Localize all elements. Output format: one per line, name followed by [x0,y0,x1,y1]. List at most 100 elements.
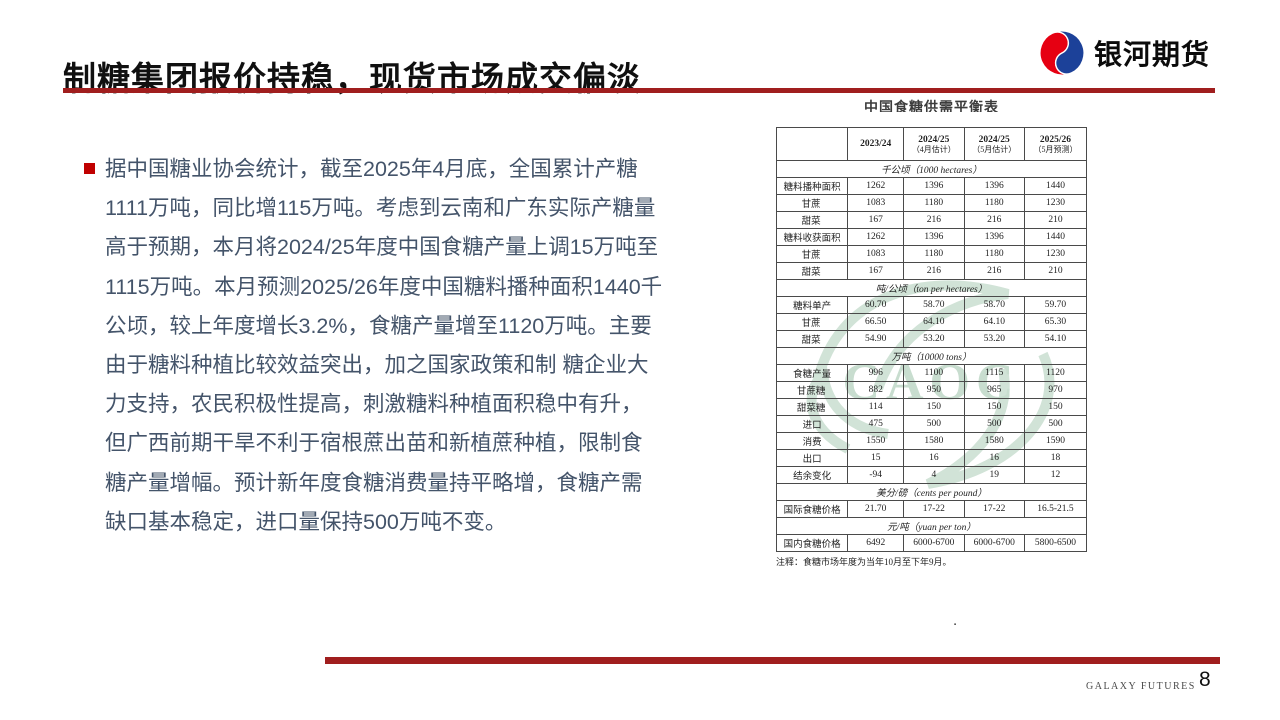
cell-value: 1230 [1023,194,1088,212]
table-section-row: 美分/磅（cents per pound） [776,483,1087,501]
table-column-header: 2025/26 （5月预测） [1023,127,1088,161]
row-label: 国际食糖价格 [775,500,849,518]
cell-value: 216 [903,211,965,229]
cell-value: 16.5-21.5 [1023,500,1088,518]
cell-value: 167 [847,262,905,280]
row-label: 甘蔗 [775,313,849,331]
section-label: 元/吨（yuan per ton） [776,517,1087,535]
cell-value: 54.10 [1023,330,1088,348]
cell-value: 114 [847,398,905,416]
table-row: 甘蔗 1083 1180 1180 1230 [775,245,1088,263]
body-line: 高于预期，本月将2024/25年度中国食糖产量上调15万吨至 [105,235,659,260]
cell-value: 17-22 [903,500,965,518]
row-label: 甘蔗糖 [775,381,849,399]
table-row: 国内食糖价格 6492 6000-6700 6000-6700 5800-6500 [775,534,1088,552]
table-row: 糖料单产 60.70 58.70 58.70 59.70 [775,296,1088,314]
table-row: 结余变化 -94 4 19 12 [775,466,1088,484]
cell-value: 1180 [903,194,965,212]
cell-value: 64.10 [903,313,965,331]
cell-value: 58.70 [963,296,1025,314]
row-label: 糖料播种面积 [775,177,849,195]
table-row: 甜菜 167 216 216 210 [775,262,1088,280]
table-title: 中国食糖供需平衡表 [864,101,999,112]
body-text: 据中国糖业协会统计，截至2025年4月底，全国累计产糖 1111万吨，同比增115… [105,150,734,542]
cell-value: 500 [963,415,1025,433]
table-row: 食糖产量 996 1100 1115 1120 [775,364,1088,382]
cell-value: 216 [963,211,1025,229]
row-label: 甜菜糖 [775,398,849,416]
section-label: 吨/公顷（ton per hectares） [776,279,1087,297]
bullet-square-icon [84,163,95,174]
cell-value: 6000-6700 [903,534,965,552]
cell-value: 19 [963,466,1025,484]
cell-value: 965 [963,381,1025,399]
body-line: 力支持，农民积极性提高，刺激糖料种植面积稳中有升， [105,392,643,417]
cell-value: 1230 [1023,245,1088,263]
table-row: 进口 475 500 500 500 [775,415,1088,433]
cell-value: 950 [903,381,965,399]
row-label: 结余变化 [775,466,849,484]
cell-value: 150 [1023,398,1088,416]
table-row: 糖料收获面积 1262 1396 1396 1440 [775,228,1088,246]
balance-table-panel: 中国食糖供需平衡表 CAOC 2023/24 2024/25 （4月估计） 2024/… [775,99,1088,568]
row-label: 食糖产量 [775,364,849,382]
cell-value: -94 [847,466,905,484]
cell-value: 1580 [903,432,965,450]
table-note: 注释：食糖市场年度为当年10月至下年9月。 [776,557,952,567]
body-line: 糖产量增幅。预计新年度食糖消费量持平略增，食糖产需 [105,470,643,495]
footer-divider [325,657,1220,664]
table-column-header: 2024/25 （4月估计） [903,127,965,161]
cell-value: 60.70 [847,296,905,314]
cell-value: 150 [963,398,1025,416]
table-row: 甘蔗糖 882 950 965 970 [775,381,1088,399]
cell-value: 12 [1023,466,1088,484]
cell-value: 882 [847,381,905,399]
cell-value: 1550 [847,432,905,450]
cell-value: 6000-6700 [963,534,1025,552]
row-label: 甜菜 [775,211,849,229]
row-label: 出口 [775,449,849,467]
table-row: 出口 15 16 16 18 [775,449,1088,467]
cell-value: 66.50 [847,313,905,331]
body-line: 由于糖料种植比较效益突出，加之国家政策和制 糖企业大 [105,353,649,378]
section-label: 万吨（10000 tons） [776,347,1087,365]
cell-value: 1120 [1023,364,1088,382]
footer-brand: GALAXY FUTURES [1086,681,1196,692]
cell-value: 1396 [963,228,1025,246]
table-header-row: 2023/24 2024/25 （4月估计） 2024/25 （5月估计） 2025/26… [775,127,1088,161]
body-line: 但广西前期干旱不利于宿根蔗出苗和新植蔗种植，限制食 [105,431,643,456]
cell-value: 1115 [963,364,1025,382]
body-line: 缺口基本稳定，进口量保持500万吨不变。 [105,509,507,534]
row-label: 甘蔗 [775,194,849,212]
table-column-header: 2024/25 （5月估计） [963,127,1025,161]
cell-value: 216 [963,262,1025,280]
cell-value: 1083 [847,194,905,212]
row-label: 国内食糖价格 [775,534,849,552]
cell-value: 21.70 [847,500,905,518]
section-label: 千公顷（1000 hectares） [776,160,1087,178]
cell-value: 5800-6500 [1023,534,1088,552]
cell-value: 1180 [963,245,1025,263]
cell-value: 1590 [1023,432,1088,450]
galaxy-futures-logo: 银河期货 [1037,30,1210,76]
table-row: 甜菜 167 216 216 210 [775,211,1088,229]
cell-value: 1396 [963,177,1025,195]
page-number: 8 [1199,668,1211,691]
table-section-row: 万吨（10000 tons） [776,347,1087,365]
logo-text: 银河期货 [1094,39,1211,70]
sugar-balance-table: 2023/24 2024/25 （4月估计） 2024/25 （5月估计） 2025/26… [775,127,1088,552]
cell-value: 16 [903,449,965,467]
cell-value: 1100 [903,364,965,382]
cell-value: 996 [847,364,905,382]
table-row: 糖料播种面积 1262 1396 1396 1440 [775,177,1088,195]
table-section-row: 元/吨（yuan per ton） [776,517,1087,535]
cell-value: 1396 [903,228,965,246]
cell-value: 4 [903,466,965,484]
table-section-row: 千公顷（1000 hectares） [776,160,1087,178]
cell-value: 1440 [1023,228,1088,246]
row-label: 糖料收获面积 [775,228,849,246]
stray-dot: . [953,612,958,629]
cell-value: 59.70 [1023,296,1088,314]
cell-value: 6492 [847,534,905,552]
